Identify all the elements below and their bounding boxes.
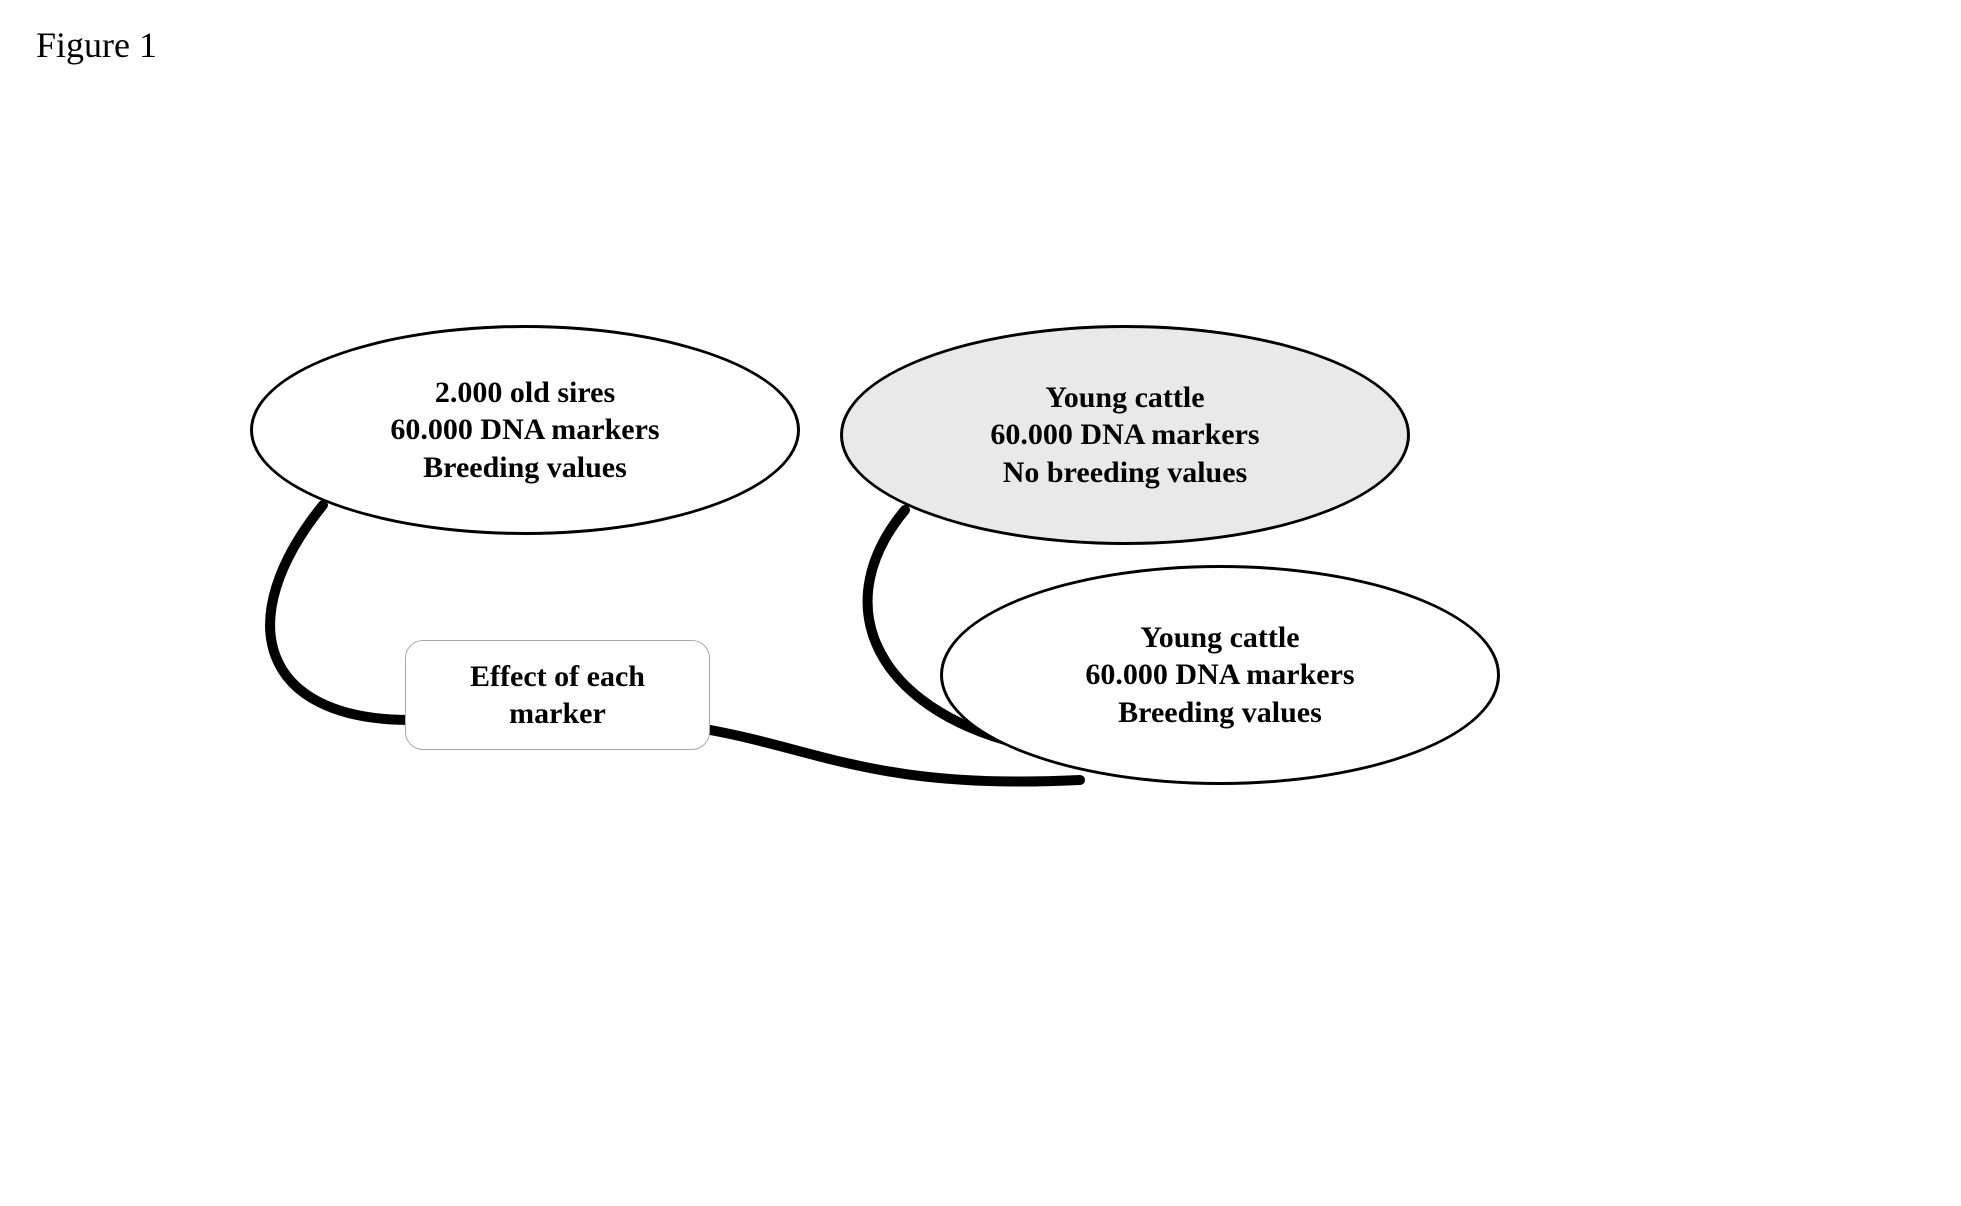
node-young-cattle-bv: Young cattle 60.000 DNA markers Breeding… (940, 565, 1500, 785)
node-effect-marker-line-2: marker (470, 695, 645, 733)
node-old-sires-line-2: 60.000 DNA markers (390, 411, 659, 449)
edge-old-sires-to-effect (270, 505, 410, 720)
node-young-bv-line-3: Breeding values (1085, 694, 1354, 732)
node-young-no-bv-line-2: 60.000 DNA markers (990, 416, 1259, 454)
node-old-sires: 2.000 old sires 60.000 DNA markers Breed… (250, 325, 800, 535)
connectors-layer (0, 0, 1961, 1206)
node-effect-marker-line-1: Effect of each (470, 658, 645, 696)
node-old-sires-line-1: 2.000 old sires (390, 374, 659, 412)
node-young-bv-line-2: 60.000 DNA markers (1085, 656, 1354, 694)
node-young-cattle-no-bv: Young cattle 60.000 DNA markers No breed… (840, 325, 1410, 545)
node-young-no-bv-line-1: Young cattle (990, 379, 1259, 417)
node-old-sires-line-3: Breeding values (390, 449, 659, 487)
diagram-canvas: 2.000 old sires 60.000 DNA markers Breed… (0, 0, 1961, 1206)
node-effect-marker: Effect of each marker (405, 640, 710, 750)
node-young-no-bv-line-3: No breeding values (990, 454, 1259, 492)
node-young-bv-line-1: Young cattle (1085, 619, 1354, 657)
